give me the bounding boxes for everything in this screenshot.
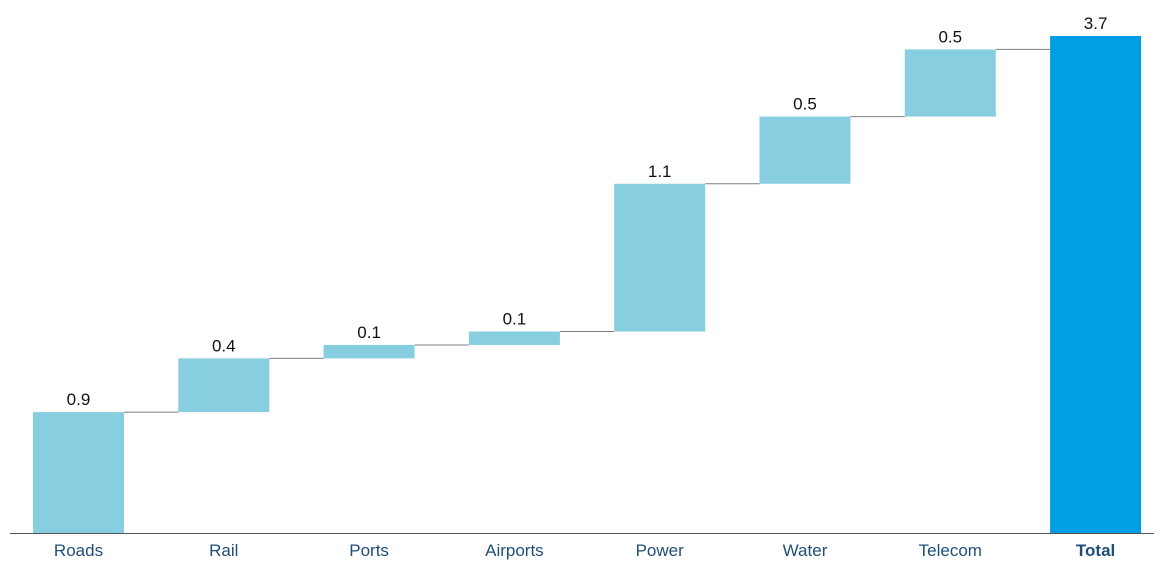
bar-telecom [904, 49, 996, 117]
value-label-power: 1.1 [648, 162, 672, 181]
category-label-power: Power [636, 541, 685, 560]
value-label-telecom: 0.5 [938, 27, 962, 46]
bar-rail [178, 358, 270, 413]
category-label-rail: Rail [209, 541, 238, 560]
bar-water [759, 116, 851, 184]
category-labels: Roads Rail Ports Airports Power Water Telecom T… [54, 541, 1115, 560]
bar-ports [323, 344, 415, 359]
value-label-airports: 0.1 [503, 310, 527, 329]
connector-lines [124, 48, 1051, 413]
value-label-rail: 0.4 [212, 336, 236, 355]
value-label-ports: 0.1 [357, 323, 381, 342]
bar-total [1050, 36, 1142, 533]
value-labels: 0.9 0.4 0.1 0.1 1.1 0.5 0.5 3.7 [67, 14, 1108, 409]
bar-airports [468, 331, 560, 345]
category-label-total: Total [1076, 541, 1115, 560]
value-label-total: 3.7 [1084, 14, 1108, 33]
category-label-telecom: Telecom [919, 541, 982, 560]
value-label-water: 0.5 [793, 95, 817, 114]
category-label-airports: Airports [485, 541, 544, 560]
category-label-roads: Roads [54, 541, 103, 560]
bars-group [33, 36, 1142, 533]
bar-roads [33, 412, 124, 533]
category-label-ports: Ports [349, 541, 389, 560]
category-label-water: Water [783, 541, 828, 560]
value-label-roads: 0.9 [67, 390, 91, 409]
bar-power [614, 183, 706, 332]
